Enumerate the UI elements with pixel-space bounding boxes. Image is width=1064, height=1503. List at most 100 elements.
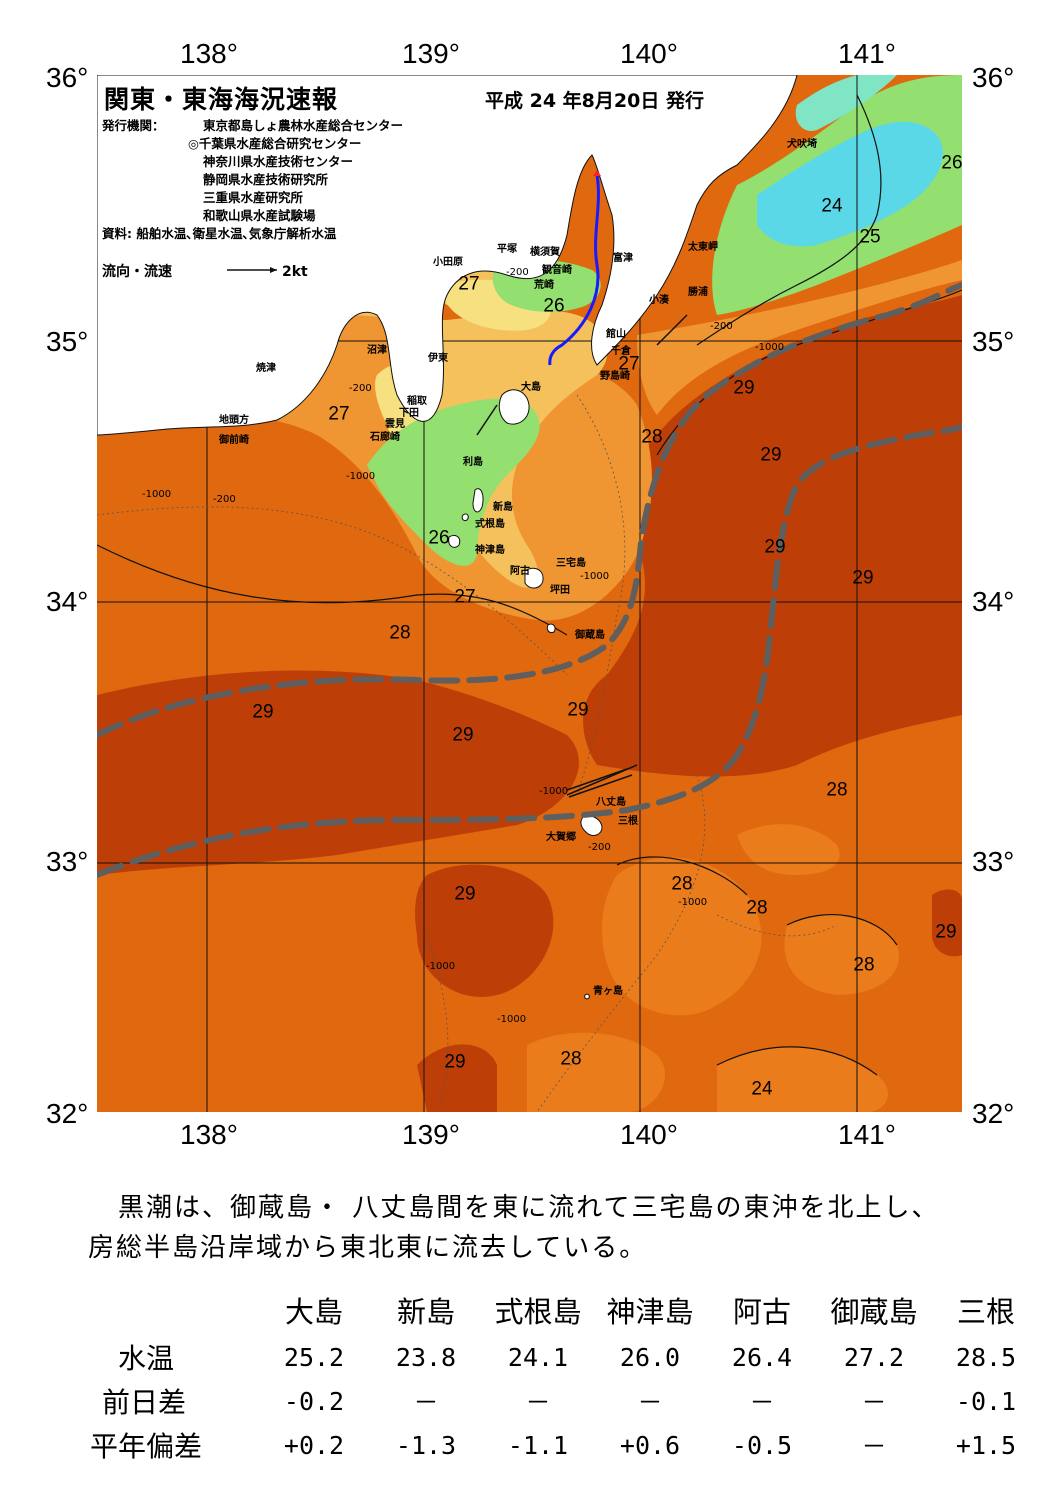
isotherm-label: 27	[458, 273, 480, 295]
isotherm-label: 28	[853, 954, 875, 976]
place-label: 御蔵島	[575, 630, 605, 641]
table-cell: 27.2	[843, 1342, 905, 1372]
row-label: 平年偏差	[90, 1430, 203, 1463]
table-cell: 28.5	[955, 1342, 1017, 1372]
place-label: 下田	[399, 408, 419, 419]
current-arrows	[476, 314, 688, 798]
table-cell: －	[525, 1388, 551, 1417]
place-label: 新島	[493, 502, 513, 513]
isotherm-label: 26	[941, 152, 963, 174]
water-29-se	[932, 889, 962, 957]
lon-label-top: 139°	[402, 38, 460, 69]
lat-label-left: 34°	[46, 586, 89, 617]
row-label: 水温	[118, 1342, 175, 1375]
table-corner	[90, 1285, 258, 1335]
lat-label-right: 33°	[972, 846, 1015, 877]
station-header: 三根	[956, 1295, 1015, 1329]
table-cell: 24.1	[507, 1342, 569, 1372]
isotherm-label: 24	[751, 1078, 773, 1100]
legend-scale: 2kt	[282, 264, 308, 280]
lon-label-top: 138°	[180, 38, 238, 69]
kuroshio-axis	[97, 282, 962, 878]
place-label: 千倉	[611, 346, 631, 357]
table-cell: －	[861, 1432, 887, 1461]
isotherm-label: 29	[733, 377, 755, 399]
lon-label-bottom: 139°	[402, 1119, 460, 1150]
depth-label: -1000	[678, 897, 708, 908]
table-cell: +0.2	[283, 1430, 345, 1460]
depth-label: -1000	[497, 1014, 527, 1025]
depth-label: -200	[349, 383, 372, 394]
water-28-pocket	[737, 824, 840, 875]
legend-label: 流向・流速	[102, 264, 172, 280]
place-label: 地頭方	[219, 415, 249, 426]
lat-label-left: 33°	[46, 846, 89, 877]
place-label: 横須賀	[530, 247, 560, 258]
station-header: 神津島	[606, 1295, 694, 1329]
place-label: 焼津	[256, 363, 276, 374]
isotherm-label: 29	[760, 444, 782, 466]
table-header-row: 大島 新島 式根島 神津島 阿古 御蔵島 三根	[90, 1285, 1042, 1335]
table-cell: －	[861, 1388, 887, 1417]
place-label: 太東岬	[688, 242, 718, 253]
issuer-name: ◎千葉県水産総合研究センター	[188, 136, 362, 151]
place-label: 式根島	[475, 519, 505, 530]
place-label: 野島崎	[600, 371, 630, 382]
isotherm-label: 28	[826, 779, 848, 801]
water-28-pocket	[602, 857, 762, 1016]
table-cell: -0.2	[283, 1386, 345, 1416]
station-header: 新島	[396, 1295, 455, 1329]
table-cell: 26.0	[619, 1342, 681, 1372]
lat-label-left: 36°	[46, 62, 89, 93]
isotherm-label: 26	[543, 295, 565, 317]
station-table: 大島 新島 式根島 神津島 阿古 御蔵島 三根 水温 25.2 23.8 24.…	[90, 1285, 1042, 1467]
issuer-label: 発行機関：	[102, 118, 165, 133]
issuer-name: 三重県水産研究所	[203, 190, 304, 205]
place-label: 小田原	[433, 257, 463, 268]
summary-text: 黒潮は、御蔵島・ 八丈島間を東に流れて三宅島の東沖を北上し、 房総半島沿岸域から…	[88, 1188, 988, 1268]
place-label: 館山	[606, 329, 626, 340]
summary-line: 房総半島沿岸域から東北東に流去している。	[88, 1233, 648, 1263]
map-title: 関東・東海海況速報	[104, 85, 339, 114]
isotherm-label: 28	[671, 873, 693, 895]
water-cyan-boso	[757, 121, 943, 247]
issuer-name: 東京都島しょ農林水産総合センター	[203, 118, 404, 133]
place-label: 観音崎	[542, 265, 572, 276]
depth-label: -1000	[539, 786, 569, 797]
table-cell: －	[637, 1388, 663, 1417]
station-header: 御蔵島	[830, 1295, 918, 1329]
table-cell: －	[413, 1388, 439, 1417]
table-cell: 26.4	[731, 1342, 793, 1372]
table-cell: －	[749, 1388, 775, 1417]
place-label: 荒崎	[534, 280, 554, 291]
issuer-name: 和歌山県水産試験場	[203, 208, 316, 223]
isotherm-label: 29	[764, 536, 786, 558]
isotherm-label: 26	[428, 527, 450, 549]
isotherm-label: 29	[567, 699, 589, 721]
place-label: 沼津	[367, 345, 387, 356]
place-label: 三宅島	[556, 558, 586, 569]
isotherm-label: 27	[618, 353, 640, 375]
isotherm-label: 29	[852, 567, 874, 589]
land-aogashima	[584, 993, 590, 1000]
table-cell: +0.6	[619, 1430, 681, 1460]
place-label: 平塚	[497, 244, 517, 255]
depth-label: -200	[506, 267, 529, 278]
start-marker	[593, 170, 601, 176]
table-cell: 25.2	[283, 1342, 345, 1372]
land-mikurajima	[546, 623, 556, 633]
table-row: 水温 25.2 23.8 24.1 26.0 26.4 27.2 28.5	[90, 1335, 1042, 1379]
land-hachijojima	[580, 815, 603, 836]
isotherm-label: 29	[454, 883, 476, 905]
isotherm-label: 29	[252, 701, 274, 723]
depth-label: -1000	[142, 489, 172, 500]
depth-label: -1000	[580, 571, 610, 582]
place-label: 雲見	[385, 419, 405, 430]
place-label: 犬吠埼	[787, 139, 817, 150]
water-29-west	[97, 670, 579, 875]
isotherm-label: 28	[560, 1048, 582, 1070]
place-label: 伊東	[428, 353, 448, 364]
station-header: 阿古	[732, 1295, 791, 1329]
depth-label: -1000	[426, 961, 456, 972]
place-label: 大賀郷	[546, 832, 576, 843]
